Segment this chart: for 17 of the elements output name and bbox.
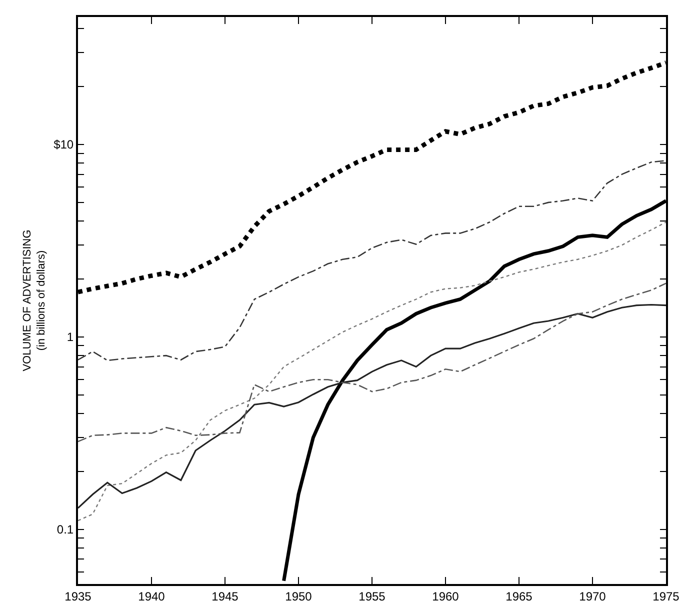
x-tick-label: 1950	[285, 589, 312, 604]
x-tick-label: 1975	[652, 589, 680, 604]
line-series	[78, 282, 666, 442]
x-tick-label: 1960	[432, 589, 460, 604]
x-tick-label: 1955	[358, 589, 386, 604]
x-tick-label: 1935	[64, 589, 92, 604]
y-tick-label: 0.1	[56, 522, 74, 537]
y-tick-label: $10	[54, 138, 74, 152]
x-tick-label: 1940	[138, 589, 166, 604]
y-axis-title: VOLUME OF ADVERTISING (in billions of dollars)	[21, 230, 48, 372]
line-series	[78, 304, 666, 509]
y-tick-label: 1	[66, 330, 74, 344]
x-tick-label: 1965	[506, 589, 533, 604]
line-series	[78, 160, 666, 362]
x-tick-label: 1945	[212, 589, 239, 604]
x-tick-label: 1970	[579, 589, 606, 604]
line-series	[78, 222, 666, 522]
